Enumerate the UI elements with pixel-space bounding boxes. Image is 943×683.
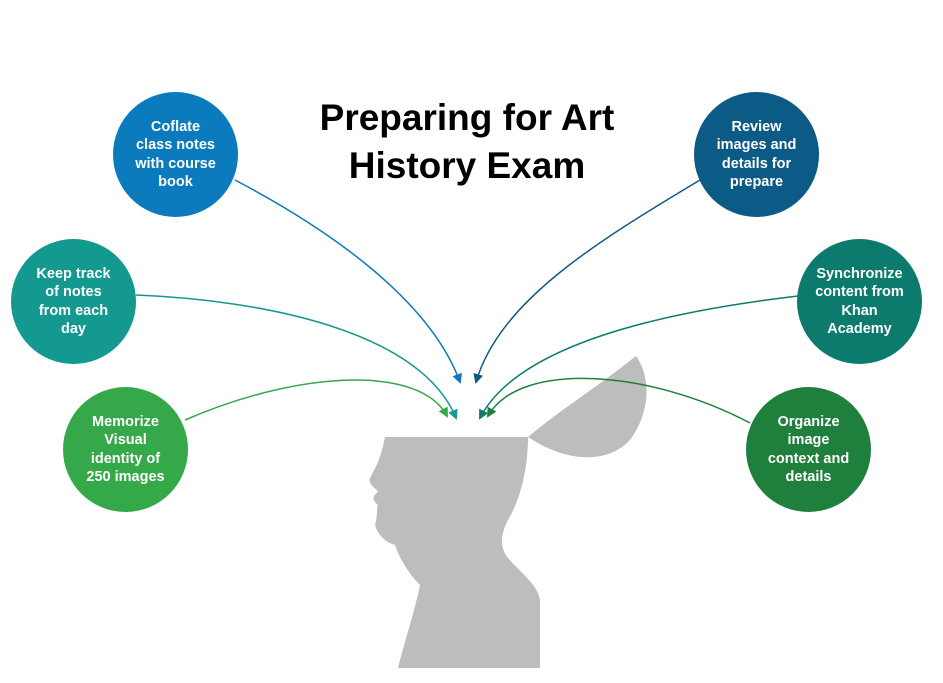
bubble-line: day bbox=[61, 321, 86, 337]
bubble-line: 250 images bbox=[86, 469, 165, 485]
bubble-line: images and bbox=[716, 137, 797, 153]
bubble-line: Visual bbox=[104, 432, 147, 448]
bubble-line: with course bbox=[135, 155, 216, 172]
page-title: Preparing for Art History Exam bbox=[267, 94, 667, 190]
bubble-line: book bbox=[158, 174, 193, 190]
head-silhouette bbox=[369, 437, 540, 668]
bubble-keep-track: Keep track of notes from each day bbox=[11, 239, 136, 364]
bubble-memorize: Memorize Visual identity of 250 images bbox=[63, 387, 188, 512]
head-lid bbox=[528, 356, 647, 458]
bubble-line: context and bbox=[767, 450, 850, 467]
bubble-line: from each bbox=[38, 302, 109, 319]
bubble-line: details for bbox=[721, 155, 792, 172]
bubble-line: identity of bbox=[90, 450, 161, 467]
bubble-line: of notes bbox=[45, 284, 102, 300]
bubble-line: Review bbox=[731, 118, 782, 135]
arrow-organize bbox=[487, 377, 751, 424]
title-line-2: History Exam bbox=[348, 145, 586, 186]
bubble-line: Organize bbox=[777, 413, 840, 430]
bubble-line: Khan bbox=[841, 302, 878, 319]
bubble-organize: Organize image context and details bbox=[746, 387, 871, 512]
bubble-line: prepare bbox=[729, 174, 784, 190]
arrow-review bbox=[473, 179, 701, 384]
arrow-memorize bbox=[184, 379, 448, 421]
bubble-line: Keep track bbox=[36, 265, 111, 282]
bubble-coflate-notes: Coflate class notes with course book bbox=[113, 92, 238, 217]
arrow-coflate bbox=[234, 179, 462, 384]
arrow-synchronize bbox=[479, 295, 799, 420]
bubble-line: Academy bbox=[827, 321, 892, 337]
bubble-line: content from bbox=[815, 284, 904, 300]
bubble-line: class notes bbox=[135, 137, 215, 153]
bubble-line: image bbox=[787, 432, 830, 448]
bubble-line: Coflate bbox=[150, 118, 201, 135]
arrow-keep-track bbox=[135, 294, 458, 420]
title-line-1: Preparing for Art bbox=[319, 97, 615, 138]
bubble-review-images: Review images and details for prepare bbox=[694, 92, 819, 217]
bubble-line: Synchronize bbox=[816, 265, 903, 282]
bubble-synchronize: Synchronize content from Khan Academy bbox=[797, 239, 922, 364]
bubble-line: details bbox=[785, 469, 832, 485]
bubble-line: Memorize bbox=[92, 413, 159, 430]
